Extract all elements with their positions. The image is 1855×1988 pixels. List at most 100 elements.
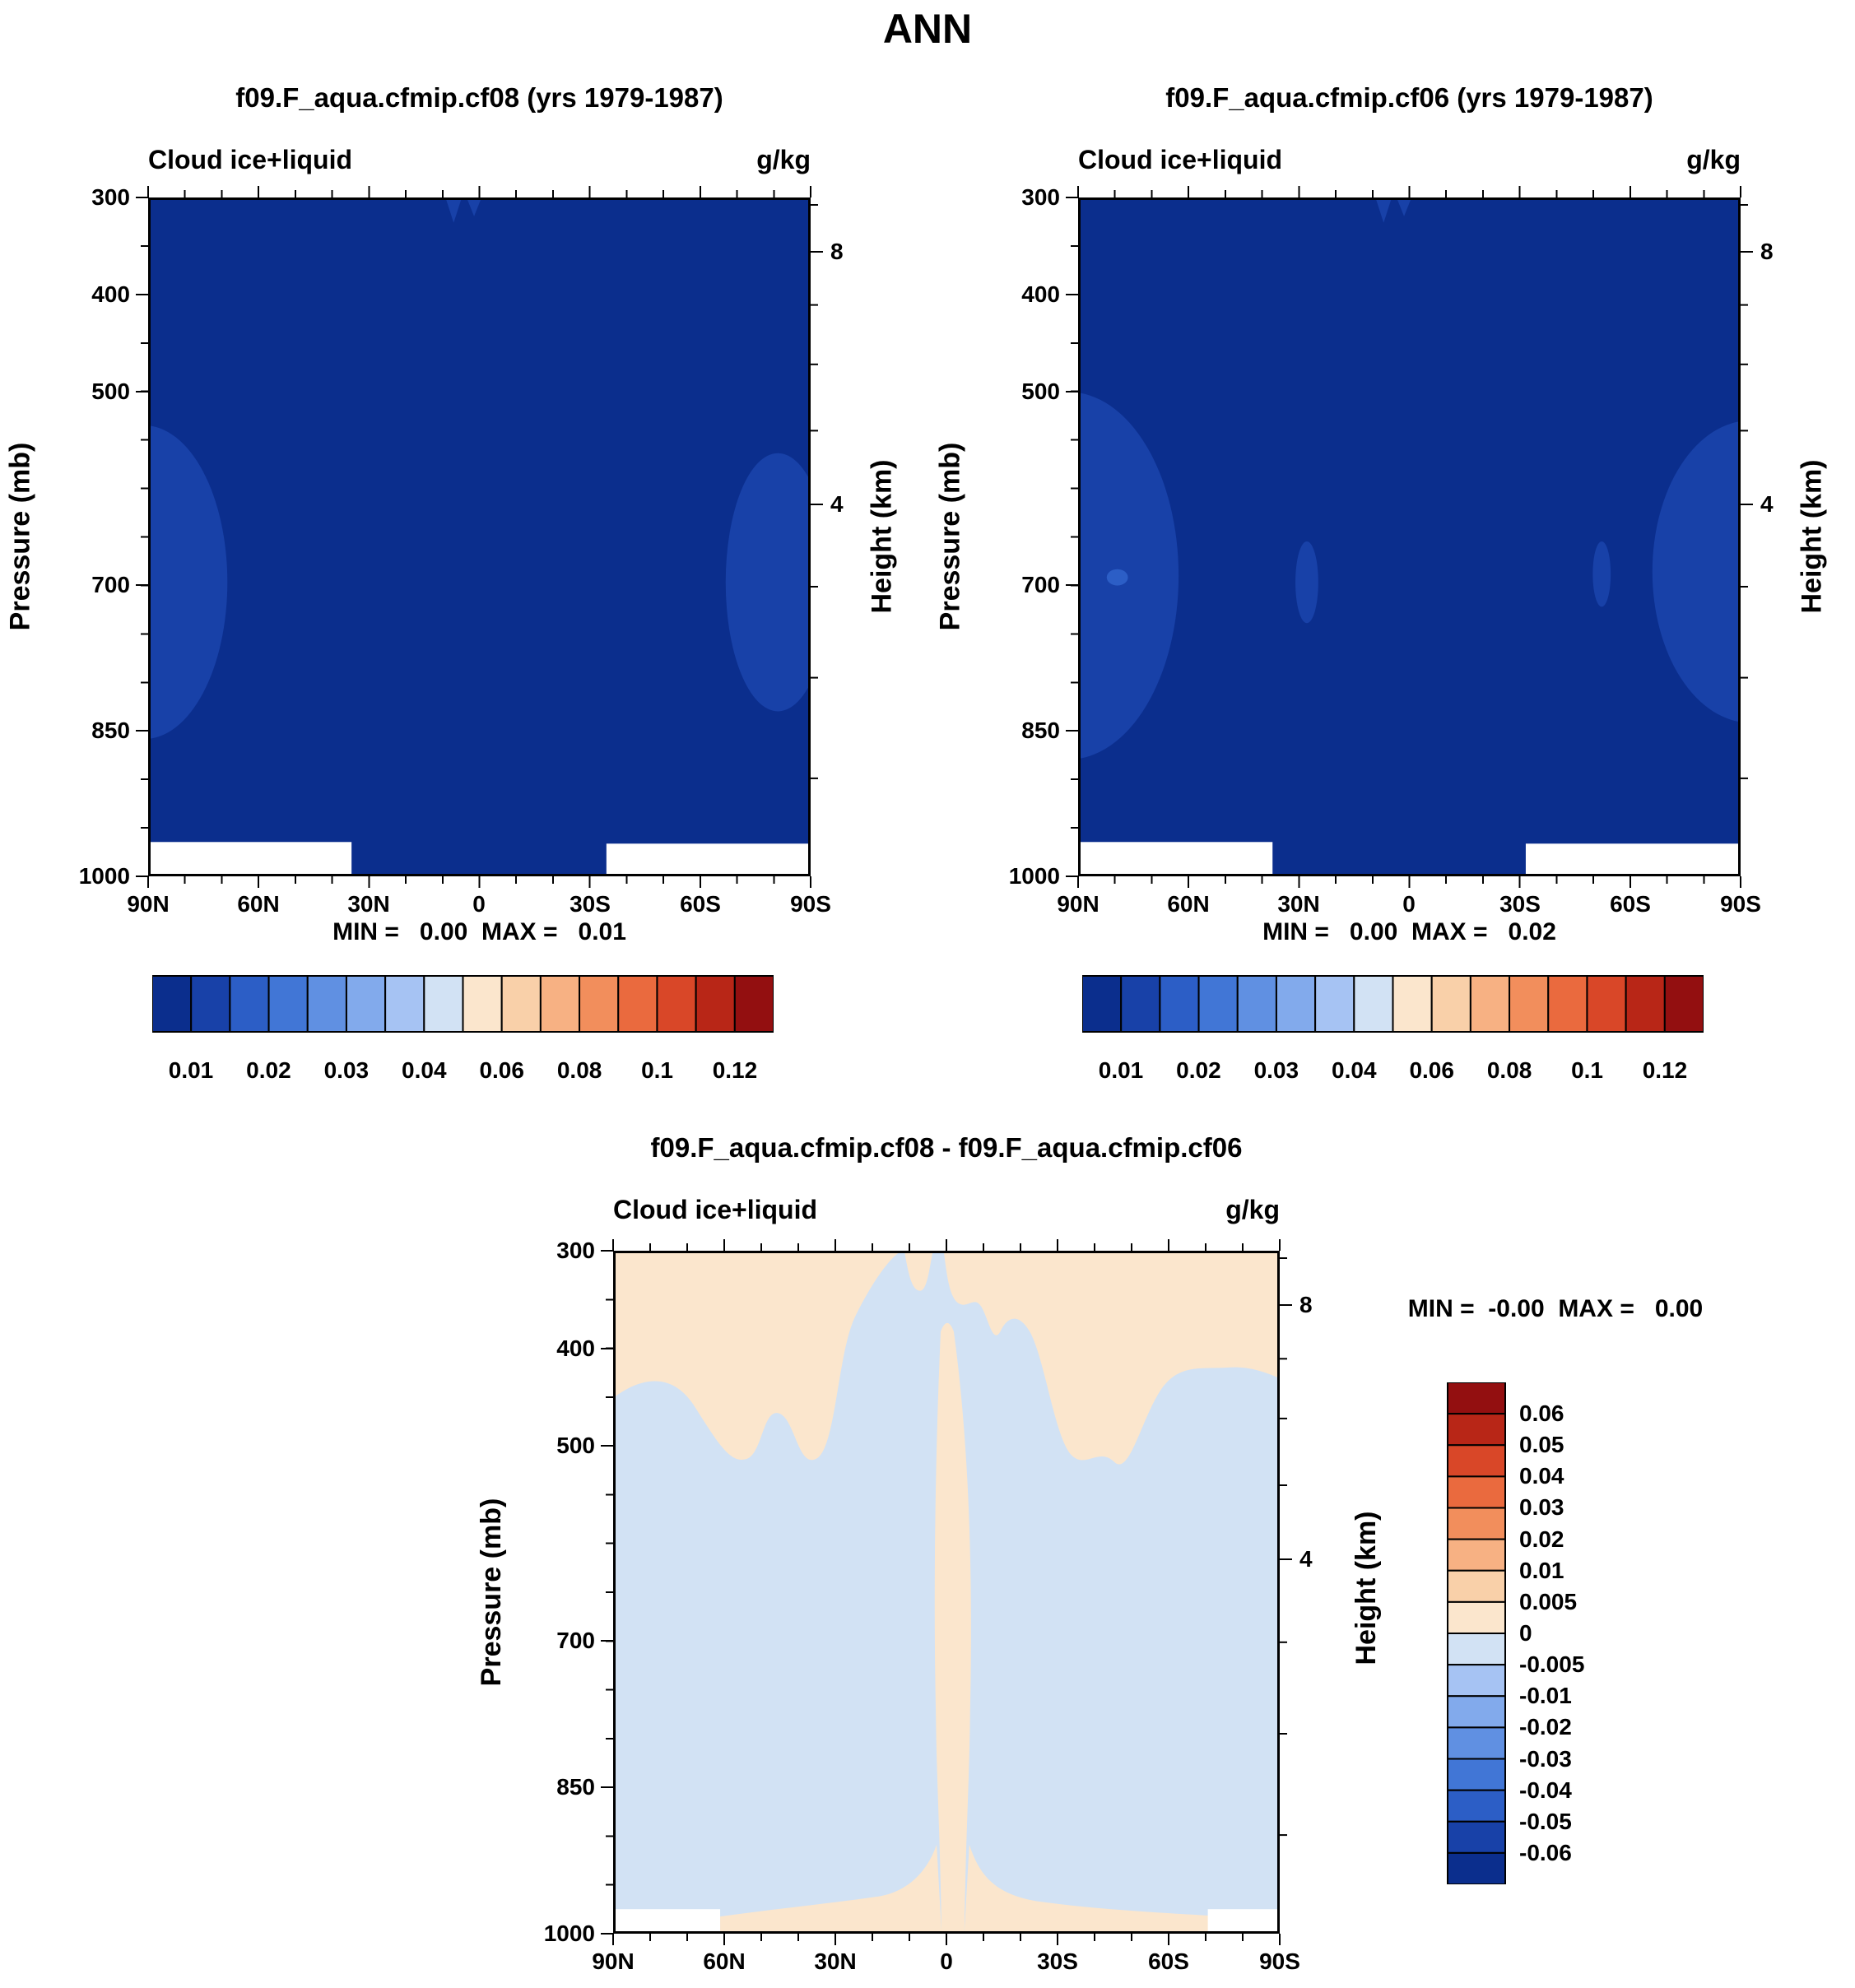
colorbar-labels-cf08: 0.01 0.02 0.03 0.04 0.06 0.08 0.1 0.12: [154, 1058, 772, 1083]
colorbar-cell: [306, 975, 347, 1033]
lat-tick-label: 60N: [1167, 891, 1210, 917]
colorbar-label: -0.06: [1519, 1839, 1572, 1865]
height-major-tick-8km: [811, 251, 823, 253]
lat-tick-label: 60N: [237, 891, 280, 917]
variable-label-diff: Cloud ice+liquid: [613, 1195, 818, 1224]
missing-data-right: [1525, 843, 1738, 874]
lat-tick-label: 90S: [790, 891, 831, 917]
colorbar-cell: [1509, 975, 1550, 1033]
x-minor-ticks-top: [1077, 190, 1741, 197]
lat-tick-label: 30S: [1499, 891, 1541, 917]
pressure-tick-label: 300: [556, 1238, 595, 1263]
colorbar-cell: [1392, 975, 1433, 1033]
lat-tick-label: 90N: [1057, 891, 1100, 917]
colorbar-label: 0.005: [1519, 1588, 1578, 1614]
contour-notch: [1397, 200, 1411, 216]
colorbar-cell: [733, 975, 774, 1033]
colorbar-label: 0.03: [1253, 1057, 1299, 1083]
pressure-major-tick-400: [136, 294, 148, 295]
pressure-tick-label: 1000: [78, 863, 130, 889]
colorbar-cell: [1547, 975, 1588, 1033]
colorbar-cell: [1447, 1851, 1506, 1886]
panel-title-cf08: f09.F_aqua.cfmip.cf08 (yrs 1979-1987): [235, 82, 723, 113]
lat-tick-label: 0: [940, 1949, 953, 1974]
colorbar-cell: [1663, 975, 1704, 1033]
pressure-tick-label: 400: [91, 281, 130, 307]
pressure-major-tick-300: [601, 1250, 613, 1252]
colorbar-cell: [423, 975, 464, 1033]
colorbar-cell: [1447, 1820, 1506, 1854]
positive-equatorial-column: [934, 1322, 971, 1931]
contour-field-diff: [616, 1253, 1277, 1931]
pressure-major-tick-500: [136, 391, 148, 392]
colorbar-cell: [1275, 975, 1317, 1033]
lat-tick-label: 90S: [1720, 891, 1761, 917]
pressure-tick-label: 700: [556, 1628, 595, 1653]
units-label-cf06: g/kg: [1686, 145, 1741, 174]
lat-tick-label: 30N: [1277, 891, 1320, 917]
colorbar-cell: [1236, 975, 1277, 1033]
contour-blob-north: [1081, 392, 1179, 759]
pressure-major-tick-850: [136, 730, 148, 732]
pressure-major-tick-700: [136, 584, 148, 586]
colorbar-boxes: [1081, 975, 1704, 1033]
pressure-major-tick-500: [601, 1445, 613, 1447]
pressure-minor-ticks: [141, 197, 148, 878]
pressure-tick-label: 850: [1021, 718, 1060, 743]
height-minor-ticks: [1280, 1257, 1287, 1259]
colorbar-cell: [151, 975, 193, 1033]
colorbar-cell: [1447, 1569, 1506, 1603]
pressure-major-tick-1000: [601, 1933, 613, 1935]
height-major-tick-4km: [811, 504, 823, 505]
x-minor-ticks-top: [612, 1243, 1281, 1251]
pressure-axis-title-diff: Pressure (mb): [476, 1498, 507, 1687]
min-max-readout-diff: MIN = -0.00 MAX = 0.00: [1407, 1295, 1704, 1322]
contour-cell-45s: [1592, 541, 1611, 607]
missing-data-left: [1081, 842, 1273, 874]
colorbar-cell: [1469, 975, 1511, 1033]
pressure-major-tick-400: [601, 1348, 613, 1349]
colorbar-label: 0.12: [712, 1057, 758, 1083]
pressure-tick-label: 300: [1021, 184, 1060, 210]
contour-cell-30n: [1295, 541, 1318, 624]
colorbar-cell: [1625, 975, 1666, 1033]
plot-area-cf06: [1078, 197, 1741, 876]
pressure-tick-label: 850: [556, 1774, 595, 1800]
colorbar-label: -0.03: [1519, 1745, 1572, 1772]
colorbar-cell: [1447, 1664, 1506, 1698]
colorbar-cell: [1159, 975, 1200, 1033]
height-tick-label: 8: [1760, 239, 1774, 264]
missing-data-right: [1207, 1909, 1277, 1931]
contour-field-cf08: [151, 200, 808, 874]
missing-data-left: [616, 1909, 721, 1931]
colorbar-cf06: [1081, 975, 1704, 1033]
height-major-tick-8km: [1741, 251, 1753, 253]
colorbar-cell: [695, 975, 736, 1033]
pressure-tick-label: 400: [556, 1335, 595, 1361]
colorbar-cell: [229, 975, 270, 1033]
colorbar-label: 0: [1519, 1619, 1532, 1646]
pressure-major-tick-700: [1066, 584, 1078, 586]
colorbar-cell: [345, 975, 387, 1033]
colorbar-label: 0.06: [1409, 1057, 1454, 1083]
colorbar-cell: [1447, 1382, 1506, 1415]
min-max-readout-cf08: MIN = 0.00 MAX = 0.01: [332, 918, 626, 945]
height-major-tick-4km: [1280, 1558, 1292, 1560]
lat-tick-label: 60S: [1610, 891, 1651, 917]
variable-label-cf08: Cloud ice+liquid: [148, 145, 353, 174]
lat-tick-label: 60S: [680, 891, 721, 917]
colorbar-label: 0.02: [246, 1057, 291, 1083]
colorbar-cell: [1447, 1695, 1506, 1729]
colorbar-label: 0.03: [323, 1057, 370, 1083]
contour-notch: [446, 200, 462, 223]
colorbar-cell: [1314, 975, 1355, 1033]
height-major-tick-8km: [1280, 1304, 1292, 1306]
positive-surface-layer: [720, 1844, 1225, 1931]
colorbar-label: -0.04: [1519, 1777, 1572, 1803]
colorbar-label: 0.02: [1176, 1057, 1221, 1083]
pressure-major-tick-850: [1066, 730, 1078, 732]
colorbar-cell: [1197, 975, 1239, 1033]
pressure-tick-label: 1000: [543, 1921, 595, 1946]
lat-tick-label: 0: [1402, 891, 1416, 917]
panel-title-cf06: f09.F_aqua.cfmip.cf06 (yrs 1979-1987): [1165, 82, 1653, 113]
